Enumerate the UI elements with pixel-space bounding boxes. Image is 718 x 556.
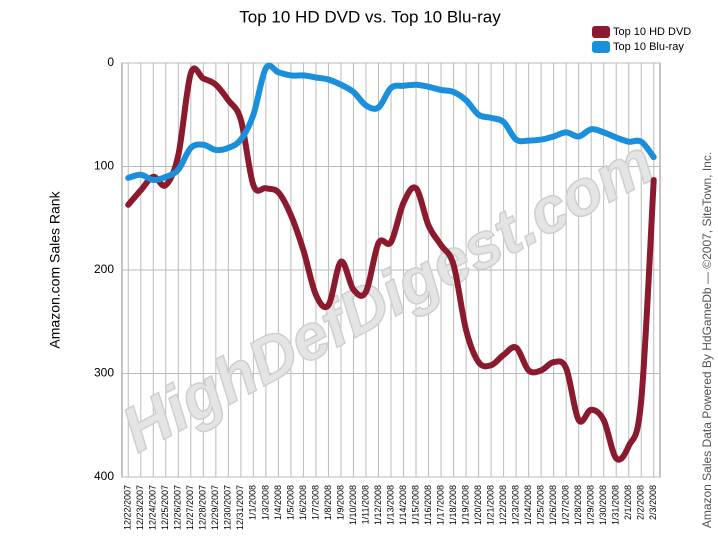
x-tick-label: 12/23/2007 (135, 485, 145, 530)
x-tick-label: 1/8/2008 (323, 485, 333, 520)
series-line (125, 62, 657, 183)
x-tick-label: 12/22/2007 (123, 485, 133, 530)
x-tick-label: 1/6/2008 (298, 485, 308, 520)
x-tick-label: 1/3/2008 (260, 485, 270, 520)
x-tick-label: 1/27/2008 (561, 485, 571, 525)
legend-label: Top 10 Blu-ray (613, 41, 684, 53)
x-tick-label: 1/30/2008 (598, 485, 608, 525)
x-tick-label: 12/30/2007 (223, 485, 233, 530)
x-tick-label: 1/14/2008 (398, 485, 408, 525)
x-tick-label: 1/17/2008 (435, 485, 445, 525)
x-tick-label: 1/28/2008 (573, 485, 583, 525)
x-tick-label: 1/23/2008 (510, 485, 520, 525)
x-tick-label: 1/11/2008 (360, 485, 370, 524)
x-tick-label: 1/9/2008 (335, 485, 345, 520)
legend-swatch (592, 41, 610, 53)
x-tick-label: 1/7/2008 (310, 485, 320, 520)
x-tick-label: 1/26/2008 (548, 485, 558, 525)
y-tick-label: 200 (94, 262, 114, 276)
x-tick-label: 2/2/2008 (636, 485, 646, 520)
x-tick-label: 1/31/2008 (611, 485, 621, 525)
legend-swatch (592, 26, 610, 38)
y-tick-label: 400 (94, 469, 114, 483)
x-tick-label: 1/12/2008 (373, 485, 383, 525)
x-tick-label: 2/3/2008 (648, 485, 658, 520)
x-tick-label: 2/1/2008 (623, 485, 633, 520)
x-tick-label: 12/29/2007 (210, 485, 220, 530)
x-tick-label: 12/31/2007 (235, 485, 245, 530)
x-tick-label: 12/25/2007 (160, 485, 170, 530)
series-line (125, 65, 657, 463)
x-tick-label: 1/18/2008 (448, 485, 458, 525)
x-tick-label: 1/4/2008 (273, 485, 283, 520)
x-tick-label: 1/21/2008 (485, 485, 495, 525)
x-tick-label: 1/20/2008 (473, 485, 483, 525)
y-tick-label: 100 (94, 159, 114, 173)
x-tick-label: 12/24/2007 (148, 485, 158, 530)
x-tick-label: 1/29/2008 (586, 485, 596, 525)
credit: Amazon Sales Data Powered By HdGameDb — … (700, 152, 714, 528)
x-tick-label: 1/22/2008 (498, 485, 508, 525)
x-tick-label: 1/25/2008 (536, 485, 546, 525)
x-tick-label: 1/16/2008 (423, 485, 433, 525)
x-tick-label: 12/28/2007 (198, 485, 208, 530)
x-tick-label: 12/27/2007 (185, 485, 195, 530)
x-tick-label: 1/13/2008 (385, 485, 395, 525)
x-tick-label: 1/19/2008 (460, 485, 470, 525)
x-tick-label: 1/15/2008 (410, 485, 420, 525)
legend-label: Top 10 HD DVD (613, 26, 691, 38)
x-tick-label: 1/5/2008 (285, 485, 295, 520)
y-axis-label: Amazon.com Sales Rank (47, 190, 63, 348)
x-tick-label: 1/24/2008 (523, 485, 533, 525)
y-tick-label: 0 (107, 55, 114, 69)
x-tick-label: 1/1/2008 (248, 485, 258, 520)
x-tick-label: 12/26/2007 (173, 485, 183, 530)
chart-title: Top 10 HD DVD vs. Top 10 Blu-ray (239, 7, 501, 26)
y-tick-label: 300 (94, 366, 114, 380)
x-tick-label: 1/10/2008 (348, 485, 358, 525)
